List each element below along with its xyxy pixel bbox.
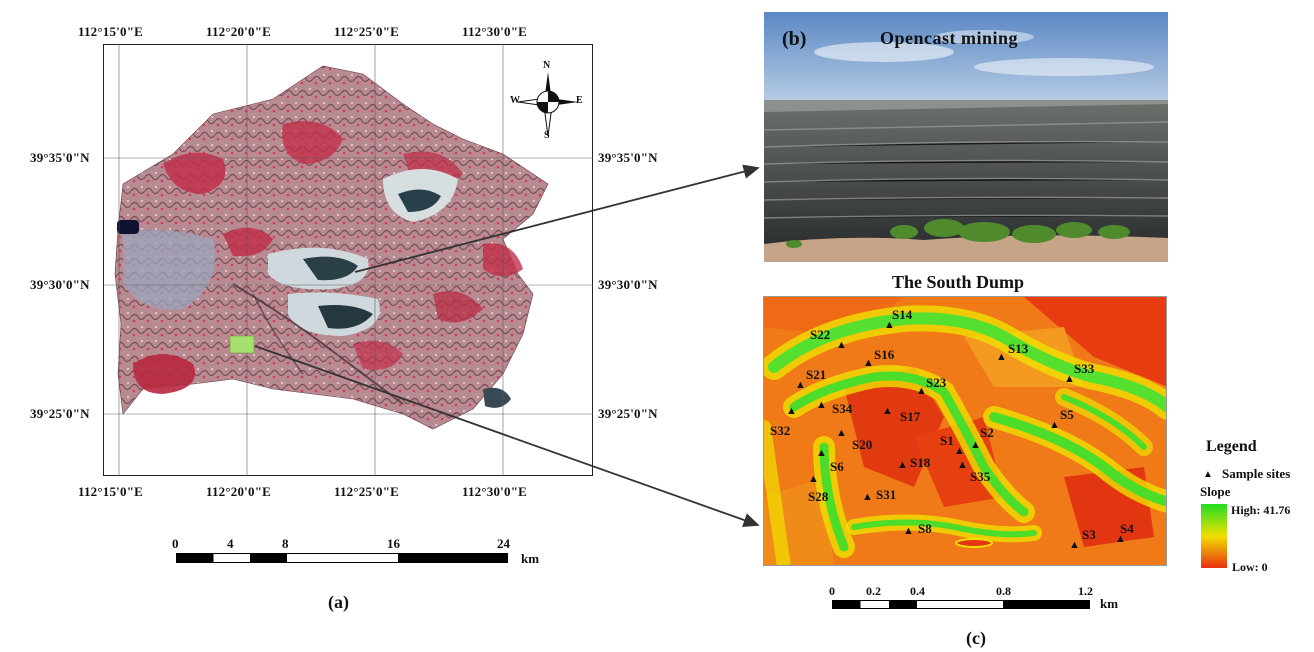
site-marker: ▲	[808, 473, 819, 485]
panel-b-label: (b)	[782, 28, 807, 50]
site-label: S16	[874, 347, 895, 362]
south-dump-marker	[229, 335, 255, 354]
site-label: S31	[876, 487, 897, 502]
site-label: S1	[940, 433, 954, 448]
site-label: S32	[770, 423, 791, 438]
legend-low: Low: 0	[1232, 560, 1268, 574]
compass-n: N	[543, 60, 551, 71]
legend-sites-label: Sample sites	[1222, 466, 1291, 481]
site-marker: ▲	[836, 339, 847, 351]
scale-unit: km	[521, 551, 540, 566]
top-lon-label: 112°20'0"E	[206, 24, 271, 39]
compass-icon	[517, 72, 578, 137]
site-marker: ▲	[954, 445, 965, 457]
scale-tick: 24	[497, 536, 510, 551]
right-lat-label: 39°35'0"N	[598, 150, 658, 165]
site-label: S21	[806, 367, 827, 382]
site-label: S20	[852, 437, 873, 452]
site-label: S35	[970, 469, 991, 484]
slope-map: ▲ S14 ▲ S22 ▲ S16 ▲ S13 ▲ S33 ▲ S21 ▲ S2…	[763, 296, 1167, 566]
panel-c-label: (c)	[966, 628, 986, 648]
compass-s: S	[544, 130, 550, 141]
sample-site-legend-icon: ▲	[1203, 469, 1213, 480]
panel-a-label: (a)	[328, 592, 349, 612]
panel-c-title: The South Dump	[892, 272, 1025, 292]
site-label: S3	[1082, 527, 1096, 542]
legend-title: Legend	[1206, 438, 1257, 455]
site-label: S6	[830, 459, 844, 474]
bottom-lon-label: 112°15'0"E	[78, 484, 143, 499]
site-marker: ▲	[863, 357, 874, 369]
scale-tick: 16	[387, 536, 400, 551]
legend-slope-label: Slope	[1200, 484, 1231, 499]
site-label: S23	[926, 375, 947, 390]
legend-high: High: 41.76	[1231, 503, 1291, 517]
site-label: S17	[900, 409, 921, 424]
site-label: S13	[1008, 341, 1029, 356]
scale-tick: 1.2	[1078, 584, 1093, 598]
left-lat-label: 39°35'0"N	[30, 150, 90, 165]
site-marker: ▲	[816, 399, 827, 411]
site-marker: ▲	[786, 405, 797, 417]
site-label: S33	[1074, 361, 1095, 376]
right-lat-label: 39°25'0"N	[598, 406, 658, 421]
scale-tick: 4	[227, 536, 234, 551]
opencast-mining-photo: (b) Opencast mining	[764, 12, 1168, 262]
site-marker: ▲	[836, 427, 847, 439]
scale-tick: 0	[829, 584, 835, 598]
site-marker: ▲	[916, 385, 927, 397]
right-lat-label: 39°30'0"N	[598, 277, 658, 292]
left-lat-label: 39°25'0"N	[30, 406, 90, 421]
compass-rose: N S W E	[506, 60, 586, 144]
site-label: S4	[1120, 521, 1134, 536]
site-label: S8	[918, 521, 932, 536]
site-marker: ▲	[862, 491, 873, 503]
site-label: S34	[832, 401, 853, 416]
bottom-lon-label: 112°20'0"E	[206, 484, 271, 499]
site-marker: ▲	[884, 319, 895, 331]
top-lon-label: 112°15'0"E	[78, 24, 143, 39]
scale-tick: 0.4	[910, 584, 925, 598]
site-marker: ▲	[882, 405, 893, 417]
bottom-lon-label: 112°25'0"E	[334, 484, 399, 499]
site-marker: ▲	[1049, 419, 1060, 431]
site-label: S18	[910, 455, 931, 470]
scale-tick: 0	[172, 536, 179, 551]
slope-color-ramp	[1201, 504, 1227, 568]
site-marker: ▲	[996, 351, 1007, 363]
compass-e: E	[576, 95, 583, 106]
satellite-map	[103, 44, 593, 476]
site-label: S28	[808, 489, 829, 504]
scale-unit: km	[1100, 596, 1119, 611]
site-marker: ▲	[1069, 539, 1080, 551]
site-label: S5	[1060, 407, 1074, 422]
site-marker: ▲	[1064, 373, 1075, 385]
site-marker: ▲	[1115, 533, 1126, 545]
site-marker: ▲	[795, 379, 806, 391]
site-marker: ▲	[957, 459, 968, 471]
bottom-lon-label: 112°30'0"E	[462, 484, 527, 499]
left-lat-label: 39°30'0"N	[30, 277, 90, 292]
site-label: S2	[980, 425, 994, 440]
scale-tick: 0.2	[866, 584, 881, 598]
panel-b-title: Opencast mining	[880, 28, 1019, 48]
top-lon-label: 112°30'0"E	[462, 24, 527, 39]
scale-tick: 0.8	[996, 584, 1011, 598]
site-marker: ▲	[897, 459, 908, 471]
site-marker: ▲	[816, 447, 827, 459]
site-label: S14	[892, 307, 913, 322]
site-label: S22	[810, 327, 831, 342]
compass-w: W	[510, 95, 520, 106]
site-marker: ▲	[970, 439, 981, 451]
top-lon-label: 112°25'0"E	[334, 24, 399, 39]
site-marker: ▲	[903, 525, 914, 537]
scale-tick: 8	[282, 536, 289, 551]
